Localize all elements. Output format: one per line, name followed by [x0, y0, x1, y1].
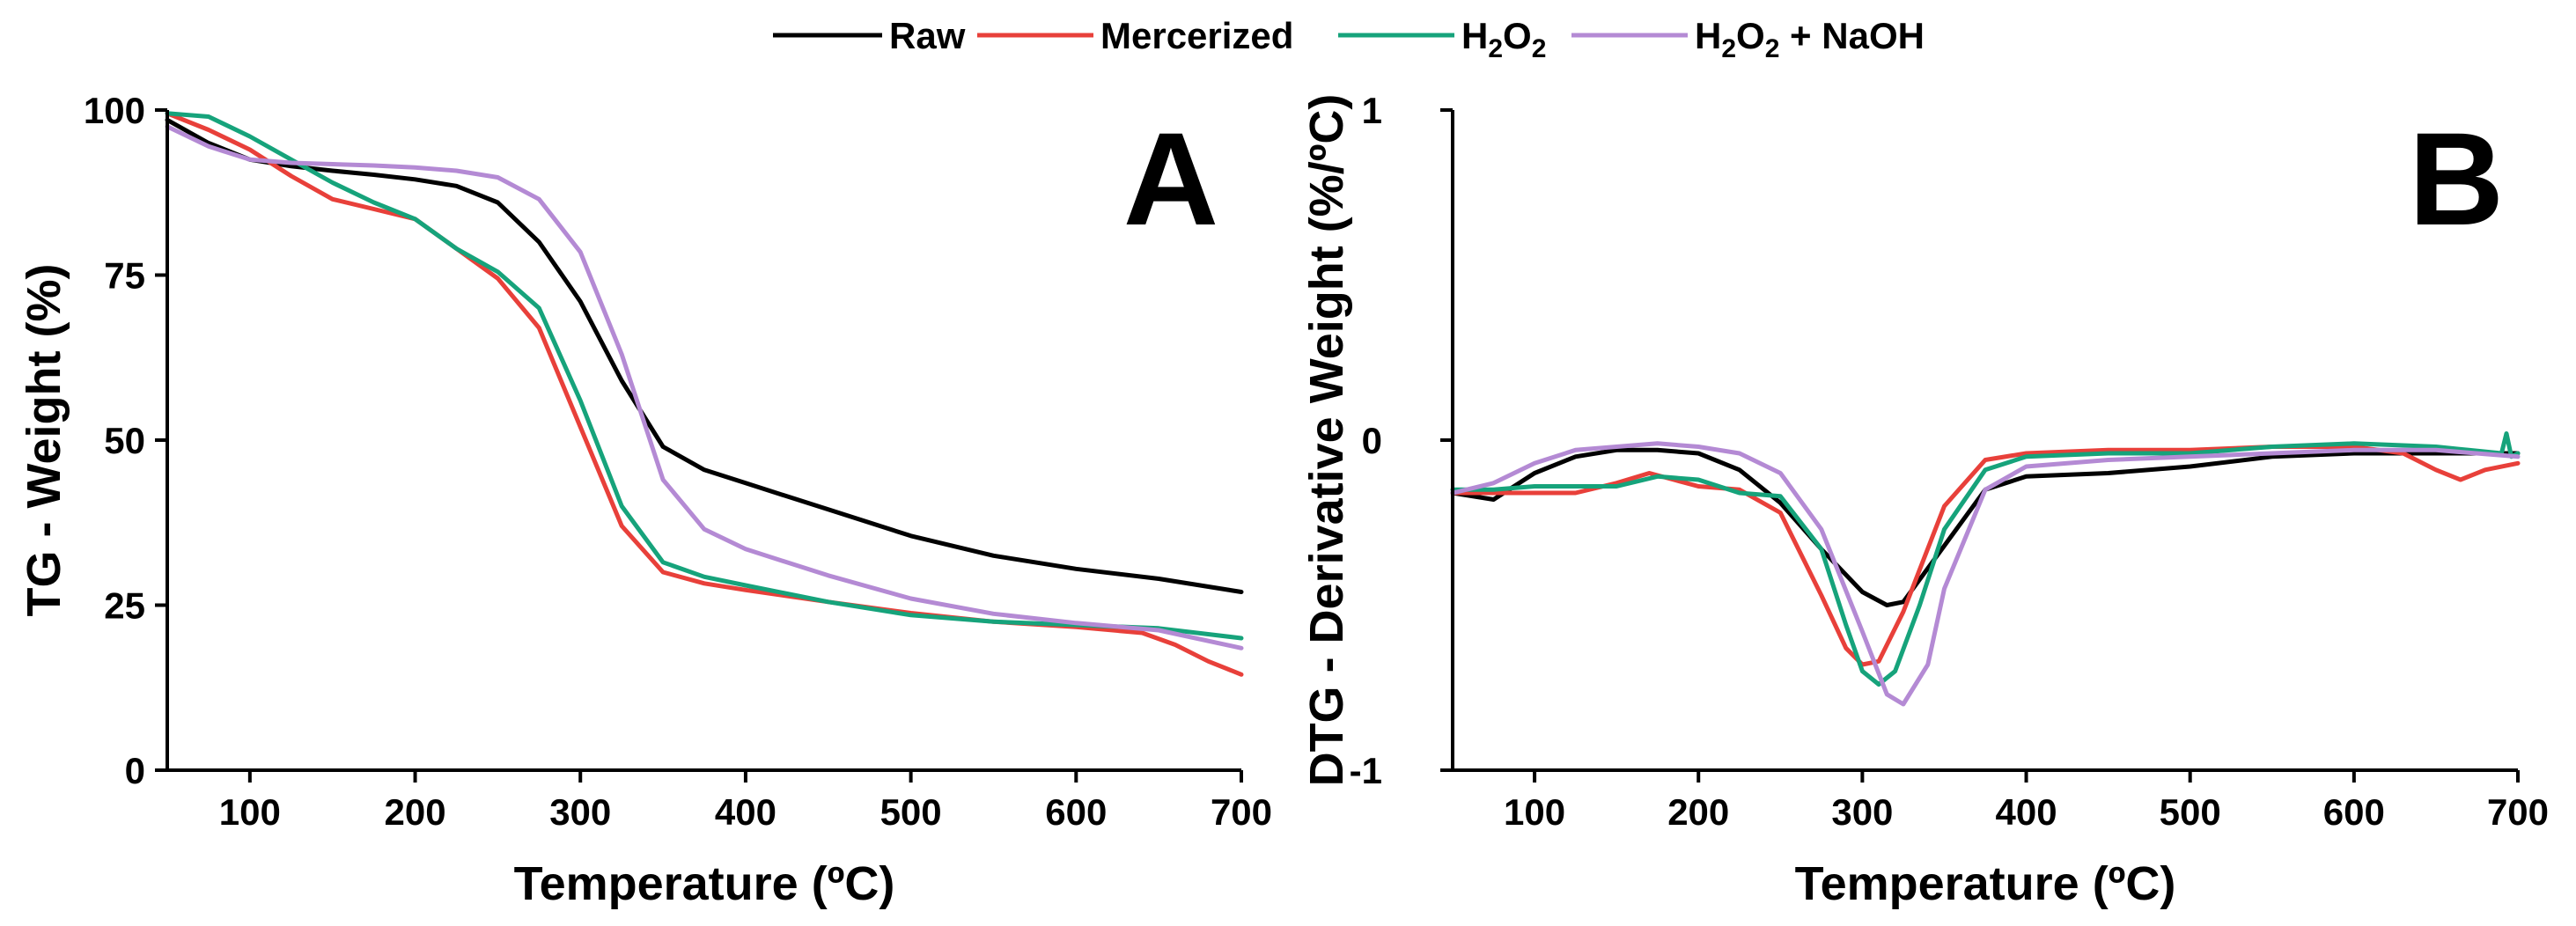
legend-label-raw: Raw	[889, 15, 966, 56]
panel-a-y-tick-label: 50	[104, 420, 145, 461]
panel-b-dtg-chart: 100 200 300 400 500 600 700 -1 0 1 Temperature (ºC…	[1300, 90, 2549, 910]
panel-a-x-tick-label: 400	[715, 791, 776, 833]
panel-a-series-h2o2	[165, 111, 1244, 641]
panel-a-label: A	[1123, 105, 1218, 253]
panel-a-y-tick-label: 75	[104, 255, 145, 297]
legend-label-h2o2: H2O2	[1461, 15, 1546, 63]
panel-b-x-tick-label: 600	[2323, 791, 2385, 833]
legend-entry-raw: Raw	[773, 15, 966, 56]
panel-b-series-raw	[1450, 447, 2521, 607]
panel-a-x-tick-label: 100	[219, 791, 281, 833]
legend-label-mercerized: Mercerized	[1100, 15, 1293, 56]
panel-b-x-tick-label: 500	[2160, 791, 2221, 833]
panel-a-y-tick-label: 25	[104, 585, 145, 627]
panel-a-x-tick-label: 200	[384, 791, 445, 833]
panel-b-y-tick-label: 0	[1362, 420, 1382, 461]
panel-b-x-tick-label: 400	[1995, 791, 2057, 833]
panel-b-series-h2o2-naoh	[1450, 441, 2521, 707]
panel-b-x-tick-label: 700	[2487, 791, 2549, 833]
panel-b-series-h2o2	[1450, 431, 2521, 687]
legend-label-h2o2-naoh: H2O2 + NaOH	[1695, 15, 1925, 63]
panel-a-series-mercerized	[165, 111, 1244, 677]
panel-b-x-tick-label: 200	[1667, 791, 1729, 833]
panel-b-x-tick-label: 300	[1831, 791, 1893, 833]
panel-b-y-tick-label: 1	[1362, 90, 1382, 131]
panel-b-x-axis-title: Temperature (ºC)	[1795, 857, 2176, 910]
panel-a-y-axis-title: TG - Weight (%)	[18, 264, 70, 617]
legend: Raw Mercerized H2O2 H2O2 + NaOH	[773, 15, 1925, 63]
panel-b-x-tick-label: 100	[1504, 791, 1565, 833]
panel-a-series-h2o2-naoh	[165, 124, 1244, 650]
panel-a-x-tick-label: 700	[1211, 791, 1272, 833]
panel-b-y-axis-title: DTG - Derivative Weight (%/ºC)	[1300, 94, 1353, 787]
panel-a-series-raw	[165, 117, 1244, 594]
panel-a-x-tick-label: 600	[1045, 791, 1107, 833]
legend-entry-h2o2: H2O2	[1338, 15, 1546, 63]
panel-a-x-axis-title: Temperature (ºC)	[514, 857, 895, 910]
panel-b-y-tick-label: -1	[1350, 750, 1382, 791]
legend-entry-h2o2-naoh: H2O2 + NaOH	[1571, 15, 1925, 63]
panel-b-series-mercerized	[1450, 445, 2521, 667]
panel-b-label: B	[2409, 105, 2504, 253]
panel-a-x-tick-label: 500	[880, 791, 942, 833]
panel-a-y-tick-label: 0	[125, 750, 145, 791]
panel-a-y-tick-label: 100	[84, 90, 145, 131]
panel-a-tg-chart: 100 200 300 400 500 600 700 0 25 50 75 100 Temperatu…	[18, 90, 1272, 910]
panel-a-x-tick-label: 300	[549, 791, 611, 833]
legend-entry-mercerized: Mercerized	[977, 15, 1293, 56]
